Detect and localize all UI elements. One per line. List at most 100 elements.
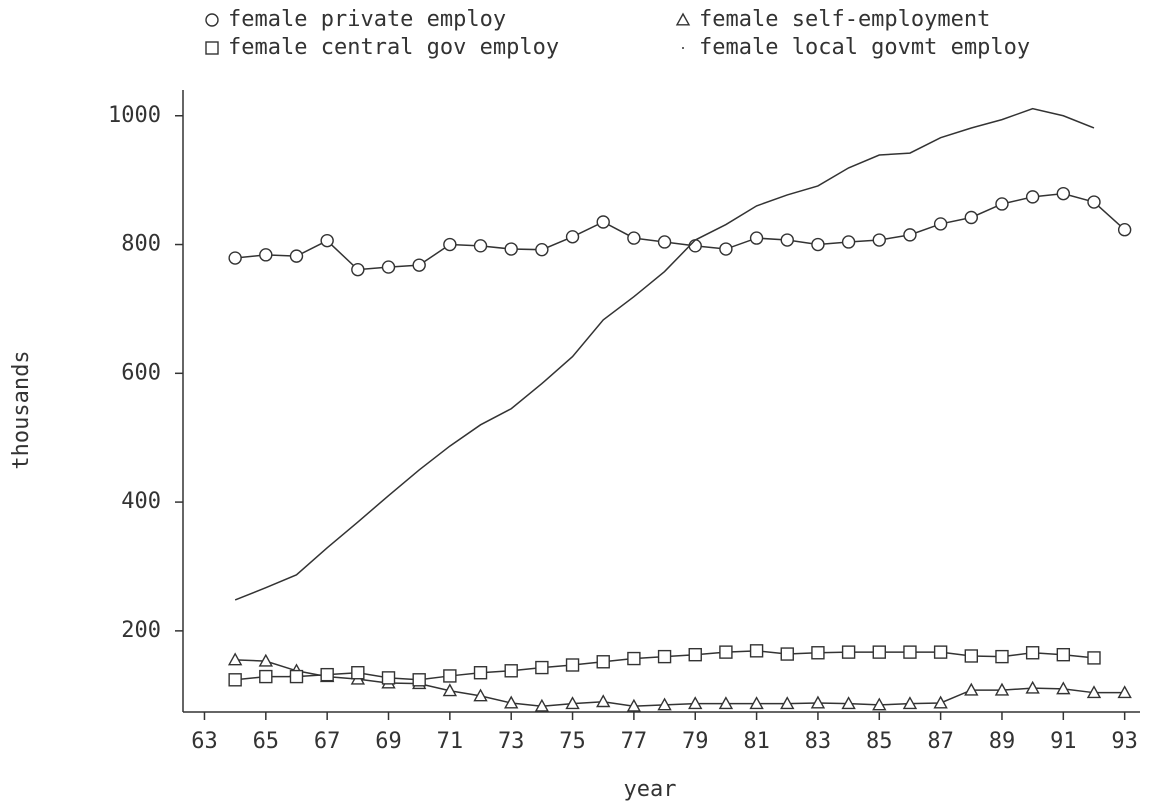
x-tick-label: 87 xyxy=(927,729,954,754)
marker xyxy=(933,695,948,709)
legend-label: female private employ xyxy=(228,7,506,32)
marker xyxy=(596,694,611,708)
marker xyxy=(719,242,733,256)
marker xyxy=(780,696,795,710)
series-line xyxy=(234,107,1095,601)
marker xyxy=(872,697,887,711)
marker xyxy=(535,660,549,675)
marker xyxy=(688,696,703,710)
marker xyxy=(565,696,580,710)
marker xyxy=(289,669,304,684)
marker xyxy=(443,237,457,252)
x-tick-label: 89 xyxy=(989,729,1016,754)
marker xyxy=(811,237,825,252)
marker xyxy=(1025,190,1040,204)
marker xyxy=(504,695,519,709)
marker xyxy=(872,645,886,659)
marker xyxy=(964,649,978,663)
marker xyxy=(1086,685,1102,699)
marker xyxy=(627,231,641,245)
marker xyxy=(964,682,979,696)
legend-marker xyxy=(205,41,219,55)
y-tick-label: 1000 xyxy=(108,103,161,128)
marker xyxy=(228,251,242,265)
x-tick-label: 91 xyxy=(1050,729,1077,754)
marker xyxy=(473,666,488,680)
marker xyxy=(473,688,488,702)
y-tick-label: 600 xyxy=(121,360,161,385)
marker xyxy=(351,666,365,680)
marker xyxy=(749,696,764,710)
legend-marker xyxy=(682,47,684,49)
x-tick-label: 85 xyxy=(866,729,893,754)
marker xyxy=(933,645,948,659)
marker xyxy=(749,231,764,245)
marker xyxy=(780,233,794,247)
marker xyxy=(1056,186,1071,201)
y-axis-label: thousands xyxy=(9,350,34,469)
marker xyxy=(504,664,518,678)
marker xyxy=(626,698,642,712)
marker xyxy=(534,698,550,712)
marker xyxy=(995,649,1009,664)
marker xyxy=(381,671,396,685)
marker xyxy=(412,673,426,687)
marker xyxy=(719,645,733,659)
marker xyxy=(657,697,672,711)
marker xyxy=(841,696,856,710)
marker xyxy=(627,651,641,666)
marker xyxy=(841,235,856,249)
series-line xyxy=(235,659,1125,707)
marker xyxy=(1087,195,1101,209)
marker xyxy=(443,669,457,683)
marker xyxy=(473,239,488,253)
legend-label: female central gov employ xyxy=(228,35,559,60)
marker xyxy=(964,210,978,225)
y-tick-label: 400 xyxy=(121,489,161,514)
marker xyxy=(259,669,273,684)
marker xyxy=(381,260,396,274)
marker xyxy=(872,233,886,247)
marker xyxy=(1087,651,1101,665)
legend-marker xyxy=(675,12,691,26)
marker xyxy=(596,215,610,229)
marker xyxy=(535,242,549,257)
series-line xyxy=(235,192,1126,271)
x-tick-label: 71 xyxy=(437,729,464,754)
marker xyxy=(1025,646,1040,660)
marker xyxy=(227,652,243,666)
marker xyxy=(933,217,948,231)
marker xyxy=(258,653,274,667)
marker xyxy=(565,230,580,244)
marker xyxy=(259,248,273,262)
marker xyxy=(228,673,242,687)
marker xyxy=(994,682,1010,696)
marker xyxy=(688,239,702,253)
legend-marker xyxy=(205,13,219,27)
marker xyxy=(811,646,825,660)
marker xyxy=(1025,680,1040,694)
marker xyxy=(749,644,764,658)
x-tick-label: 73 xyxy=(498,729,525,754)
x-tick-label: 81 xyxy=(743,729,770,754)
x-tick-label: 75 xyxy=(559,729,586,754)
marker xyxy=(657,649,672,664)
marker xyxy=(995,197,1009,211)
marker xyxy=(320,233,334,248)
marker xyxy=(289,249,304,263)
marker xyxy=(657,235,672,249)
marker xyxy=(412,258,426,272)
marker xyxy=(780,647,794,661)
marker xyxy=(320,667,334,682)
legend-label: female local govmt employ xyxy=(699,35,1030,60)
y-tick-label: 200 xyxy=(121,618,161,643)
x-tick-label: 67 xyxy=(314,729,341,754)
marker xyxy=(351,262,365,277)
x-tick-label: 93 xyxy=(1111,729,1138,754)
marker xyxy=(504,242,518,256)
x-axis-label: year xyxy=(624,777,677,802)
x-tick-label: 65 xyxy=(253,729,280,754)
x-tick-label: 77 xyxy=(621,729,648,754)
x-tick-label: 83 xyxy=(805,729,832,754)
marker xyxy=(1117,223,1132,237)
